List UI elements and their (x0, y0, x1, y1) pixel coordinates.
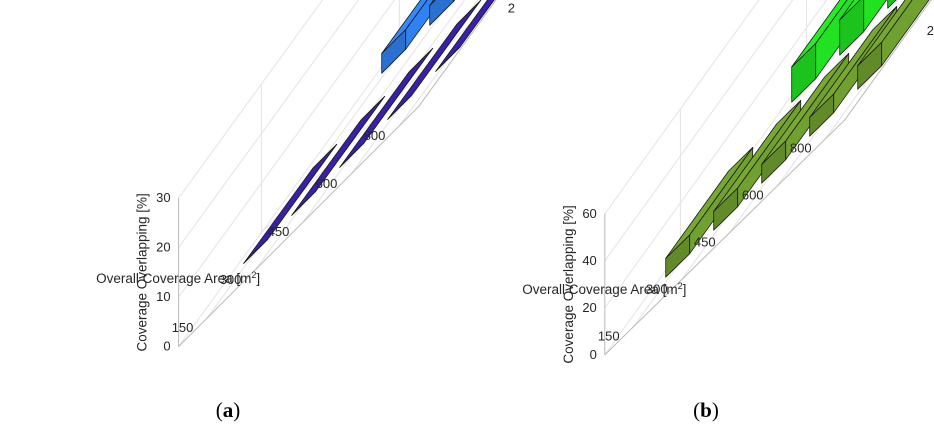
chart-panel-a: 0102030150300450600800246810GS-IoTCovera… (96, 0, 515, 422)
bar (665, 146, 754, 278)
bar-top-face (791, 0, 848, 68)
bar-front-face (887, 0, 897, 9)
bar-top-face (713, 100, 802, 212)
x-tick-label: 300 (220, 272, 242, 287)
axis-x (604, 119, 846, 356)
z-tick-label: 0 (590, 347, 597, 362)
z-tick-label: 20 (156, 240, 170, 255)
bars (665, 0, 930, 278)
bar-top-face (243, 143, 338, 264)
z-tick-label: 0 (163, 339, 170, 354)
z-tick-label: 20 (582, 300, 596, 315)
bar-front-face (839, 0, 865, 56)
bar (243, 143, 338, 264)
z-axis-label: Coverage Overlapping [%] (561, 205, 576, 363)
bar-top-face (291, 95, 386, 216)
bar (839, 0, 888, 56)
bar-top-face (839, 0, 861, 21)
x-tick-label: 800 (790, 141, 812, 156)
axis-x (178, 106, 419, 347)
x-tick-label: 800 (364, 128, 386, 143)
z-tick-label: 60 (582, 206, 596, 221)
x-tick-label: 600 (316, 176, 338, 191)
panel-caption: (b) (693, 398, 719, 422)
bar (857, 0, 930, 90)
bar (387, 0, 482, 120)
x-axis-label: Overall Coverage Area [m2] (96, 270, 260, 286)
y-tick-label: 2 (508, 1, 515, 16)
bar (887, 0, 897, 9)
bar-side-face (453, 0, 456, 2)
x-tick-label: 450 (268, 224, 290, 239)
z-tick-label: 30 (156, 190, 170, 205)
bars (243, 0, 495, 264)
z-axis-label: Coverage Overlapping [%] (135, 193, 150, 351)
bar-front-face (429, 0, 455, 26)
x-tick-label: 600 (742, 188, 764, 203)
bar (713, 100, 802, 231)
gridline-z (604, 0, 828, 309)
bar-side-face (863, 0, 888, 33)
bar-top-face (381, 0, 428, 54)
bar-top-face (665, 146, 754, 259)
chart-panel-b: 0204060150300450600800246810GC-IoTCovera… (522, 0, 934, 422)
z-tick-label: 40 (582, 253, 596, 268)
bar-top-face (761, 53, 850, 165)
panel-caption: (a) (216, 398, 241, 422)
y-tick-label: 2 (927, 23, 934, 38)
bar-top-face (429, 0, 436, 6)
bar-top-face (857, 0, 913, 67)
bar-front-face (381, 29, 407, 74)
bar-side-face (881, 0, 930, 67)
bar-top-face (387, 0, 482, 120)
bar (435, 0, 495, 72)
z-tick-label: 10 (156, 289, 170, 304)
x-axis-label: Overall Coverage Area [m2] (522, 281, 686, 297)
bar (339, 47, 434, 168)
x-tick-label: 450 (694, 235, 716, 250)
bar-top-face (435, 0, 495, 72)
bar (429, 0, 456, 26)
bar-top-face (809, 6, 898, 118)
bar-top-face (339, 47, 434, 168)
bar (291, 95, 386, 216)
x-tick-label: 150 (598, 329, 620, 344)
x-tick-label: 150 (172, 320, 194, 335)
x-tick-label: 300 (646, 282, 668, 297)
